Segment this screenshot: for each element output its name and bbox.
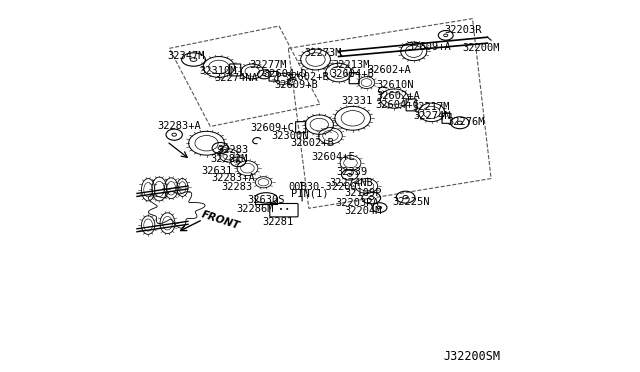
Text: 32203RA: 32203RA <box>335 198 380 208</box>
Text: 32609+A: 32609+A <box>408 42 451 51</box>
Text: 32200M: 32200M <box>462 43 500 52</box>
Ellipse shape <box>348 173 352 176</box>
Ellipse shape <box>444 34 448 37</box>
Text: 32602+B: 32602+B <box>286 73 330 82</box>
Ellipse shape <box>236 160 240 163</box>
Text: 32217M: 32217M <box>412 102 450 112</box>
Text: 32225N: 32225N <box>392 197 430 206</box>
Text: 32282M: 32282M <box>211 154 248 164</box>
Text: 32283+A: 32283+A <box>211 173 255 183</box>
Text: 32631: 32631 <box>202 166 232 176</box>
Ellipse shape <box>458 121 463 124</box>
Text: 32286M: 32286M <box>236 204 274 214</box>
Text: PIN(1): PIN(1) <box>291 189 328 198</box>
Text: 32610N: 32610N <box>376 80 413 90</box>
Text: 32213M: 32213M <box>332 60 369 70</box>
Text: 32283+A: 32283+A <box>157 121 201 131</box>
Text: 32604+D: 32604+D <box>264 69 307 78</box>
Text: 32204M: 32204M <box>344 206 381 216</box>
Text: 32609+C: 32609+C <box>250 124 294 133</box>
Text: 32283: 32283 <box>221 182 253 192</box>
Text: 32602+B: 32602+B <box>291 138 334 148</box>
Text: 32331: 32331 <box>342 96 373 106</box>
Text: J32200SM: J32200SM <box>444 350 500 363</box>
Text: 32310M: 32310M <box>199 66 237 76</box>
Text: 32274NB: 32274NB <box>330 178 373 188</box>
Text: • •: • • <box>279 207 289 213</box>
Ellipse shape <box>378 206 381 209</box>
Text: 32274NA: 32274NA <box>214 73 258 83</box>
Text: 32300N: 32300N <box>271 131 308 141</box>
Text: 32604+C: 32604+C <box>376 100 420 110</box>
Text: 32283: 32283 <box>218 145 248 154</box>
Text: 32274N: 32274N <box>413 111 451 121</box>
Text: FRONT: FRONT <box>200 209 241 231</box>
Text: 32630S: 32630S <box>248 195 285 205</box>
Ellipse shape <box>218 147 223 150</box>
Text: 32273M: 32273M <box>305 48 342 58</box>
Text: 32602+A: 32602+A <box>376 91 420 101</box>
Ellipse shape <box>403 196 408 199</box>
Text: 00830-32200: 00830-32200 <box>289 182 357 192</box>
Text: 32604+E: 32604+E <box>312 152 356 162</box>
Text: 32277M: 32277M <box>250 60 287 70</box>
Ellipse shape <box>172 133 177 136</box>
Text: 32609+B: 32609+B <box>275 80 318 90</box>
Text: 32347M: 32347M <box>167 51 205 61</box>
Text: 32604+B: 32604+B <box>330 69 374 78</box>
Text: 32109P: 32109P <box>344 188 381 198</box>
Ellipse shape <box>262 73 266 76</box>
Text: 32281: 32281 <box>262 218 294 227</box>
Text: 32276M: 32276M <box>447 117 484 127</box>
Ellipse shape <box>369 196 374 199</box>
Text: 32203R: 32203R <box>445 25 482 35</box>
Ellipse shape <box>190 58 196 61</box>
Text: 32602+A: 32602+A <box>367 65 412 75</box>
Text: 32339: 32339 <box>336 167 367 177</box>
